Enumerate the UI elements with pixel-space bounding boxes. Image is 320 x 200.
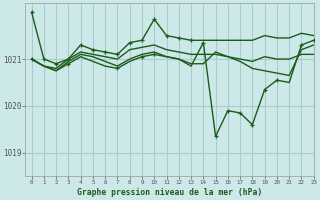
X-axis label: Graphe pression niveau de la mer (hPa): Graphe pression niveau de la mer (hPa) [77,188,262,197]
